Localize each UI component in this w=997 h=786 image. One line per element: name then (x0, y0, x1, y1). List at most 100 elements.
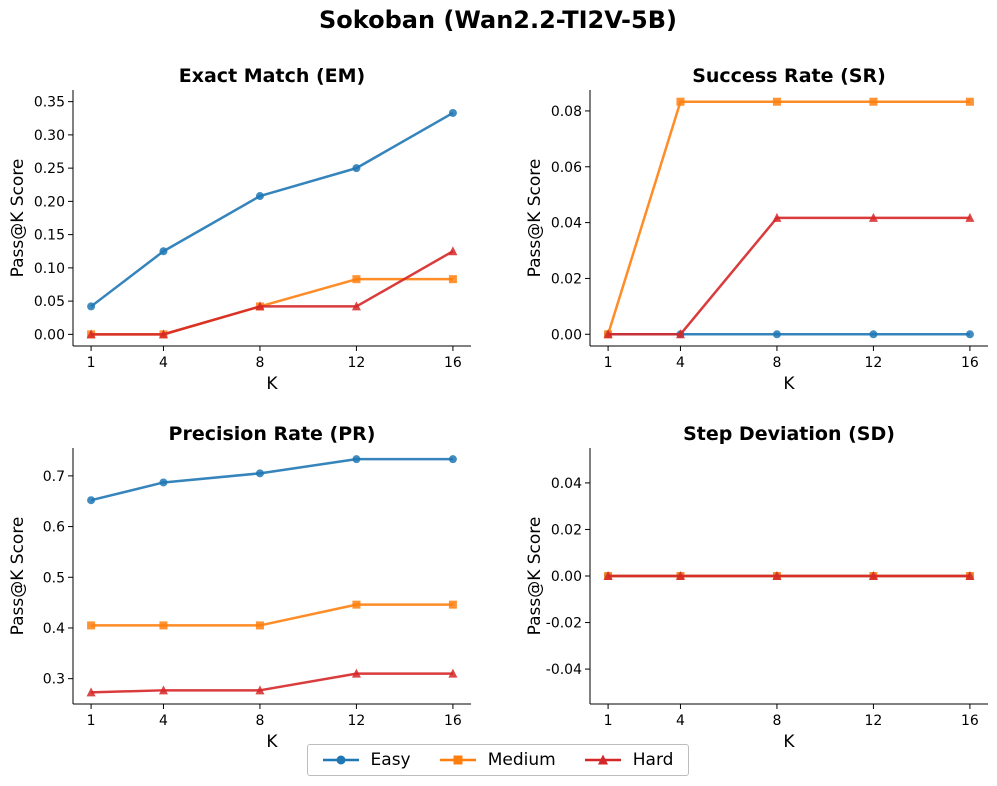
x-tick-label: 1 (87, 355, 96, 371)
x-tick-label: 8 (255, 355, 264, 371)
data-point-medium (87, 621, 96, 630)
legend-item-hard: Hard (584, 750, 674, 770)
series-line-hard (608, 216, 970, 336)
data-point-hard (965, 212, 975, 222)
data-point-medium (448, 275, 457, 284)
x-axis-label: K (783, 374, 795, 394)
y-tick-label: 0.6 (43, 520, 65, 536)
y-tick-label: -0.04 (546, 662, 582, 678)
x-tick-label: 1 (604, 355, 613, 371)
chart-title: Success Rate (SR) (692, 65, 886, 87)
y-axis-label: Pass@K Score (8, 159, 28, 278)
y-tick-label: 0.04 (551, 476, 582, 492)
data-point-medium (965, 97, 974, 106)
data-point-hard (868, 571, 878, 580)
data-point-hard (603, 329, 613, 339)
data-point-easy (448, 455, 457, 464)
data-point-hard (772, 212, 782, 222)
x-tick-label: 8 (255, 713, 264, 729)
y-tick-label: 0.20 (34, 194, 65, 210)
x-tick-label: 16 (961, 713, 979, 729)
x-tick-label: 4 (676, 355, 685, 371)
y-axis-label: Pass@K Score (525, 159, 545, 278)
data-point-easy (965, 330, 974, 339)
medium-marker-icon (439, 755, 476, 765)
y-tick-label: 0.35 (34, 95, 65, 111)
x-tick-label: 16 (444, 713, 462, 729)
data-point-hard (675, 329, 685, 339)
x-tick-label: 12 (348, 713, 366, 729)
data-point-easy (159, 247, 168, 256)
data-point-hard (868, 212, 878, 222)
data-point-hard (86, 687, 96, 697)
data-point-easy (87, 302, 96, 311)
y-axis-label: Pass@K Score (525, 517, 545, 636)
chart-title: Precision Rate (PR) (169, 423, 376, 445)
data-point-medium (352, 600, 361, 609)
y-tick-label: 0.5 (43, 570, 65, 586)
data-point-easy (87, 496, 96, 505)
legend: Easy Medium Hard (307, 744, 689, 776)
hard-marker-icon (584, 754, 621, 765)
data-point-medium (772, 97, 781, 106)
data-point-medium (676, 97, 685, 106)
series-line-hard (91, 672, 453, 694)
data-point-hard (158, 685, 168, 695)
y-axis-label: Pass@K Score (8, 517, 28, 636)
data-point-medium (352, 275, 361, 284)
data-point-hard (965, 571, 975, 580)
x-tick-label: 12 (348, 355, 366, 371)
data-point-easy (352, 455, 361, 464)
x-tick-label: 16 (961, 355, 979, 371)
y-tick-label: 0.06 (551, 160, 582, 176)
y-tick-label: 0.4 (43, 621, 65, 637)
y-tick-label: 0.7 (43, 469, 65, 485)
x-tick-label: 8 (772, 355, 781, 371)
y-tick-label: 0.30 (34, 128, 65, 144)
data-point-easy (159, 478, 168, 487)
data-point-easy (869, 330, 878, 339)
y-tick-label: 0.08 (551, 104, 582, 120)
chart-panel-1: Exact Match (EM) 1 4 8 12 16 0.00 0.05 0.10 0.15 0… (8, 65, 471, 394)
x-tick-label: 1 (87, 713, 96, 729)
x-tick-label: 1 (604, 713, 613, 729)
data-point-medium (448, 600, 457, 609)
legend-label-hard: Hard (632, 750, 674, 770)
y-tick-label: 0.00 (551, 569, 582, 585)
legend-item-medium: Medium (439, 750, 556, 770)
y-tick-label: 0.25 (34, 161, 65, 177)
x-tick-label: 12 (865, 713, 883, 729)
y-tick-label: 0.04 (551, 216, 582, 232)
x-tick-label: 12 (865, 355, 883, 371)
x-axis-label: K (266, 732, 278, 752)
legend-item-easy: Easy (322, 750, 411, 770)
figure-title: Sokoban (Wan2.2-TI2V-5B) (319, 6, 677, 34)
data-point-hard (86, 329, 96, 339)
data-point-hard (448, 668, 458, 678)
data-point-hard (255, 301, 265, 311)
chart-panel-4: Step Deviation (SD) 1 4 8 12 16 -0.04 -0.02 0.00… (525, 423, 988, 752)
chart-panel-2: Success Rate (SR) 1 4 8 12 16 0.00 0.02 0.04 0.06… (525, 65, 988, 394)
data-point-hard (675, 571, 685, 580)
data-point-hard (772, 571, 782, 580)
y-tick-label: 0.00 (551, 327, 582, 343)
chart-title: Exact Match (EM) (179, 65, 365, 87)
data-point-hard (255, 685, 265, 695)
data-point-easy (352, 164, 361, 173)
legend-label-medium: Medium (487, 750, 556, 770)
y-tick-label: 0.02 (551, 271, 582, 287)
x-axis-label: K (783, 732, 795, 752)
x-tick-label: 16 (444, 355, 462, 371)
y-tick-label: 0.02 (551, 522, 582, 538)
series-line-easy (90, 111, 454, 308)
x-tick-label: 4 (159, 713, 168, 729)
y-tick-label: 0.15 (34, 228, 65, 244)
x-tick-label: 4 (159, 355, 168, 371)
legend-label-easy: Easy (370, 750, 411, 770)
data-point-hard (351, 668, 361, 678)
y-tick-label: -0.02 (546, 616, 582, 632)
data-point-hard (158, 329, 168, 339)
series-line-easy (90, 457, 453, 502)
data-point-easy (448, 108, 457, 117)
